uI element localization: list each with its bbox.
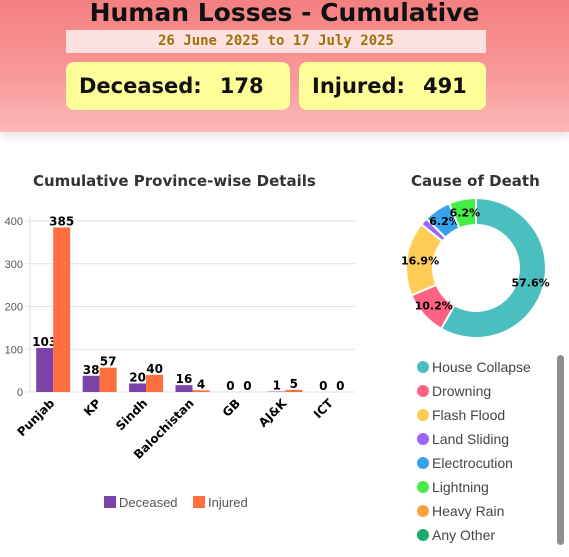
legend-scrollbar[interactable] xyxy=(557,355,564,545)
legend-dot-lightning xyxy=(417,481,429,493)
bar-deceased xyxy=(82,375,100,392)
y-tick-label: 200 xyxy=(5,302,23,314)
data-label-injured: 40 xyxy=(146,362,163,376)
deceased-value: 178 xyxy=(219,74,264,98)
pie-chart-title: Cause of Death xyxy=(411,172,540,190)
donut-slice-label: 57.6% xyxy=(512,277,550,290)
bar-deceased xyxy=(129,383,147,392)
donut-slice-label: 10.2% xyxy=(415,299,453,312)
legend-label-deceased: Deceased xyxy=(119,495,178,510)
data-label-injured: 4 xyxy=(197,377,205,391)
data-label-injured: 5 xyxy=(290,377,298,391)
data-label-deceased: 0 xyxy=(319,379,327,393)
data-label-deceased: 16 xyxy=(176,372,193,386)
donut-slice-label: 16.9% xyxy=(401,254,439,267)
deceased-label: Deceased: xyxy=(79,74,202,98)
page-title: Human Losses - Cumulative xyxy=(89,0,480,27)
bar-deceased xyxy=(175,385,193,392)
data-label-injured: 0 xyxy=(243,379,251,393)
header-banner: Human Losses - Cumulative 26 June 2025 t… xyxy=(0,0,569,132)
data-label-injured: 57 xyxy=(100,355,117,369)
deceased-stat-box: Deceased: 178 xyxy=(66,62,290,110)
bar-chart: 0100200300400103385Punjab3857KP2040Sindh… xyxy=(5,214,355,510)
data-label-deceased: 0 xyxy=(226,379,234,393)
legend-label: Electrocution xyxy=(432,455,513,471)
y-tick-label: 100 xyxy=(5,344,23,356)
legend-dot-drowning xyxy=(417,385,429,397)
legend-label: Flash Flood xyxy=(432,407,505,423)
legend-dot-land-sliding xyxy=(417,433,429,445)
bar-injured xyxy=(99,367,117,392)
injured-label: Injured: xyxy=(312,74,405,98)
legend-dot-flash-flood xyxy=(417,409,429,421)
legend-dot-heavy-rain xyxy=(417,505,429,517)
legend-swatch-deceased xyxy=(104,496,116,508)
legend-dot-house-collapse xyxy=(417,361,429,373)
data-label-injured: 0 xyxy=(336,379,344,393)
data-label-deceased: 103 xyxy=(32,335,57,349)
donut-slice-label: 6.2% xyxy=(450,207,481,220)
bar-injured xyxy=(192,390,210,392)
data-label-deceased: 38 xyxy=(83,363,100,377)
bar-deceased xyxy=(36,347,54,392)
legend-dot-any-other xyxy=(417,529,429,541)
data-label-injured: 385 xyxy=(49,214,74,228)
y-tick-label: 400 xyxy=(5,216,23,228)
y-tick-label: 300 xyxy=(5,259,23,271)
date-range: 26 June 2025 to 17 July 2025 xyxy=(157,33,394,49)
legend-label: Land Sliding xyxy=(432,431,509,447)
bar-injured xyxy=(285,389,303,392)
data-label-deceased: 1 xyxy=(273,379,281,393)
y-tick-label: 0 xyxy=(17,387,23,399)
injured-stat-box: Injured: 491 xyxy=(299,62,486,110)
legend-swatch-injured xyxy=(193,496,205,508)
legend-label: House Collapse xyxy=(432,359,531,375)
legend-label: Lightning xyxy=(432,479,489,495)
bar-injured xyxy=(146,374,164,392)
legend-label: Heavy Rain xyxy=(432,503,504,519)
bar-chart-title: Cumulative Province-wise Details xyxy=(33,172,316,190)
bar-injured xyxy=(53,227,71,392)
donut-slice-label: 6.2% xyxy=(429,215,460,228)
legend-label: Any Other xyxy=(432,527,495,543)
injured-value: 491 xyxy=(422,74,467,98)
donut-slice-house-collapse xyxy=(439,196,547,339)
data-label-deceased: 20 xyxy=(129,370,146,384)
legend-dot-electrocution xyxy=(417,457,429,469)
donut-slice-lightning xyxy=(447,196,477,230)
date-range-band: 26 June 2025 to 17 July 2025 xyxy=(66,30,486,53)
legend-label: Drowning xyxy=(432,383,491,399)
legend-label-injured: Injured xyxy=(208,495,248,510)
